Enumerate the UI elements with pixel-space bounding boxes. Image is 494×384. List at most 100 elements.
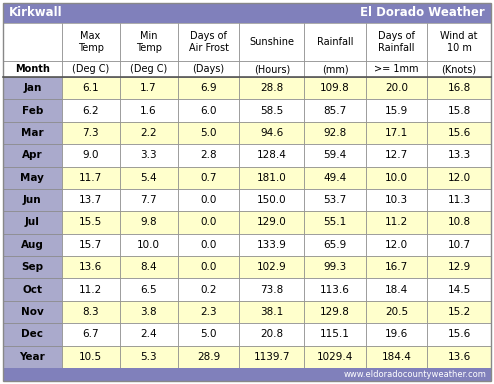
Bar xyxy=(304,189,366,211)
Text: 14.5: 14.5 xyxy=(448,285,471,295)
Bar xyxy=(178,23,240,61)
Text: Kirkwall: Kirkwall xyxy=(9,7,63,20)
Bar xyxy=(240,346,304,368)
Text: 1029.4: 1029.4 xyxy=(317,352,353,362)
Text: www.eldoradocountyweather.com: www.eldoradocountyweather.com xyxy=(344,370,487,379)
Bar xyxy=(3,189,62,211)
Bar xyxy=(240,234,304,256)
Bar xyxy=(3,122,62,144)
Text: (Deg C): (Deg C) xyxy=(130,64,167,74)
Text: 10.8: 10.8 xyxy=(448,217,471,227)
Text: May: May xyxy=(20,173,44,183)
Text: 6.2: 6.2 xyxy=(82,106,99,116)
Bar xyxy=(366,323,427,346)
Text: 38.1: 38.1 xyxy=(260,307,284,317)
Bar xyxy=(120,144,178,167)
Text: 0.7: 0.7 xyxy=(200,173,217,183)
Text: 7.3: 7.3 xyxy=(82,128,99,138)
Text: 10.0: 10.0 xyxy=(385,173,408,183)
Text: 115.1: 115.1 xyxy=(320,329,350,339)
Text: 20.8: 20.8 xyxy=(260,329,284,339)
Bar xyxy=(427,77,491,99)
Text: Max
Temp: Max Temp xyxy=(78,31,104,53)
Text: 11.2: 11.2 xyxy=(385,217,408,227)
Text: 5.0: 5.0 xyxy=(200,128,217,138)
Text: (Days): (Days) xyxy=(193,64,225,74)
Bar xyxy=(178,234,240,256)
Text: Month: Month xyxy=(15,64,50,74)
Text: Min
Temp: Min Temp xyxy=(135,31,162,53)
Bar xyxy=(304,167,366,189)
Text: 53.7: 53.7 xyxy=(324,195,347,205)
Text: Jun: Jun xyxy=(23,195,41,205)
Text: 6.5: 6.5 xyxy=(140,285,157,295)
Text: 113.6: 113.6 xyxy=(320,285,350,295)
Bar xyxy=(427,23,491,61)
Bar xyxy=(62,301,120,323)
Text: 13.3: 13.3 xyxy=(448,151,471,161)
Bar xyxy=(304,77,366,99)
Text: Jul: Jul xyxy=(25,217,40,227)
Text: 11.2: 11.2 xyxy=(79,285,102,295)
Text: 15.5: 15.5 xyxy=(79,217,102,227)
Text: 28.8: 28.8 xyxy=(260,83,284,93)
Bar xyxy=(366,61,427,77)
Bar xyxy=(178,122,240,144)
Text: 10.3: 10.3 xyxy=(385,195,408,205)
Bar xyxy=(427,167,491,189)
Bar xyxy=(304,323,366,346)
Text: 13.7: 13.7 xyxy=(79,195,102,205)
Bar xyxy=(240,256,304,278)
Text: 109.8: 109.8 xyxy=(320,83,350,93)
Bar xyxy=(3,99,62,122)
Text: El Dorado Weather: El Dorado Weather xyxy=(360,7,485,20)
Bar xyxy=(3,144,62,167)
Bar xyxy=(427,323,491,346)
Bar xyxy=(304,256,366,278)
Bar xyxy=(178,167,240,189)
Bar xyxy=(240,122,304,144)
Text: (mm): (mm) xyxy=(322,64,348,74)
Bar xyxy=(304,99,366,122)
Text: 18.4: 18.4 xyxy=(385,285,408,295)
Bar xyxy=(427,189,491,211)
Text: 9.0: 9.0 xyxy=(82,151,99,161)
Text: 20.5: 20.5 xyxy=(385,307,408,317)
Bar xyxy=(366,167,427,189)
Text: Jan: Jan xyxy=(23,83,41,93)
Bar xyxy=(3,346,62,368)
Text: 17.1: 17.1 xyxy=(385,128,408,138)
Bar xyxy=(62,234,120,256)
Text: (Hours): (Hours) xyxy=(254,64,290,74)
Text: Apr: Apr xyxy=(22,151,42,161)
Bar xyxy=(62,167,120,189)
Bar xyxy=(120,99,178,122)
Bar xyxy=(120,23,178,61)
Text: 150.0: 150.0 xyxy=(257,195,287,205)
Bar xyxy=(304,234,366,256)
Text: 129.0: 129.0 xyxy=(257,217,287,227)
Text: Wind at
10 m: Wind at 10 m xyxy=(440,31,478,53)
Bar xyxy=(366,301,427,323)
Bar xyxy=(178,301,240,323)
Bar xyxy=(240,99,304,122)
Text: 12.7: 12.7 xyxy=(385,151,408,161)
Bar xyxy=(3,23,62,61)
Bar xyxy=(3,368,491,381)
Text: Sep: Sep xyxy=(21,262,43,272)
Bar xyxy=(240,211,304,234)
Text: 6.0: 6.0 xyxy=(200,106,217,116)
Bar xyxy=(120,301,178,323)
Text: 129.8: 129.8 xyxy=(320,307,350,317)
Bar xyxy=(240,144,304,167)
Text: 10.0: 10.0 xyxy=(137,240,160,250)
Text: 58.5: 58.5 xyxy=(260,106,284,116)
Bar xyxy=(304,301,366,323)
Text: 3.3: 3.3 xyxy=(140,151,157,161)
Bar xyxy=(120,234,178,256)
Bar xyxy=(120,77,178,99)
Bar xyxy=(62,122,120,144)
Text: 8.3: 8.3 xyxy=(82,307,99,317)
Bar xyxy=(427,234,491,256)
Text: 6.9: 6.9 xyxy=(200,83,217,93)
